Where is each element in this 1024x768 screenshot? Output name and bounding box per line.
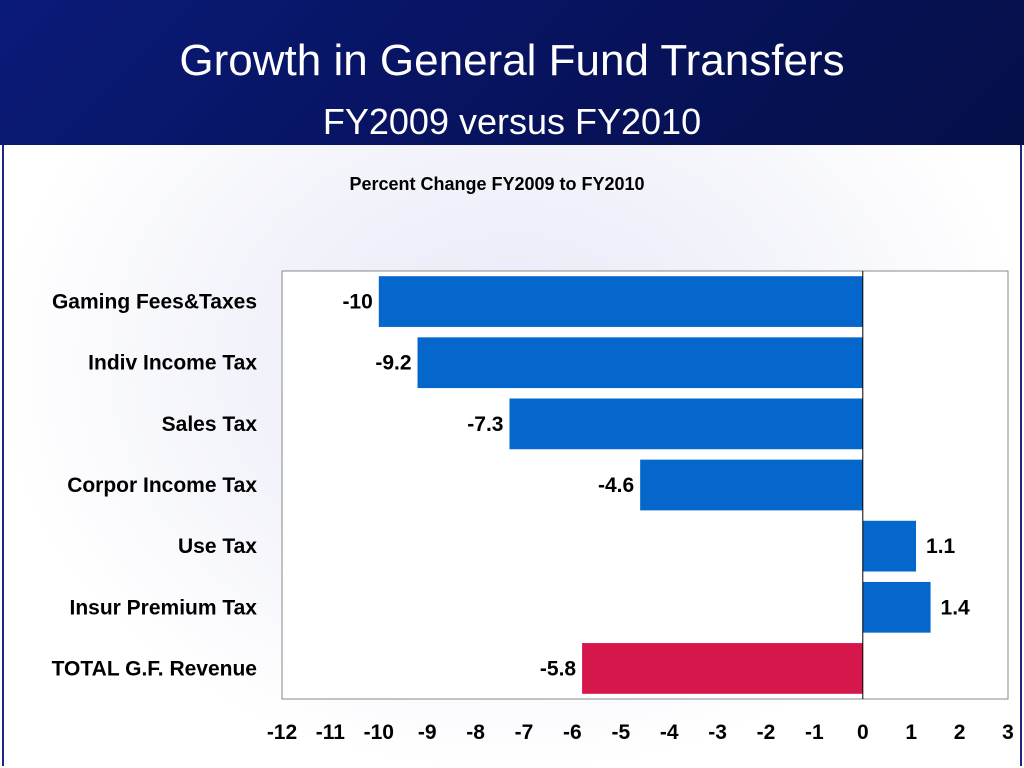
x-tick-label: -6 <box>563 721 582 744</box>
category-label: TOTAL G.F. Revenue <box>52 657 257 680</box>
x-tick-label: -5 <box>611 721 630 744</box>
x-tick-label: -9 <box>418 721 437 744</box>
bar <box>582 643 863 694</box>
value-label: -5.8 <box>540 657 577 680</box>
x-tick-label: -11 <box>316 721 346 744</box>
x-axis-ticks: -12 -11 -10 -9 -8 -7 -6 -5 -4 -3 -2 -1 0 1 2 3 <box>267 721 1014 744</box>
value-label: 1.1 <box>926 535 956 558</box>
category-label: Sales Tax <box>162 413 258 436</box>
bar <box>862 581 931 633</box>
value-labels: -10 -9.2 -7.3 -4.6 1.1 1.4 -5.8 <box>342 291 970 681</box>
slide-title: Growth in General Fund Transfers <box>179 36 845 85</box>
x-tick-label: -10 <box>364 721 394 744</box>
x-tick-label: -2 <box>757 721 776 744</box>
bar <box>509 398 863 450</box>
slide-subtitle: FY2009 versus FY2010 <box>322 101 702 142</box>
value-label: -10 <box>342 291 372 314</box>
x-tick-label: -4 <box>660 721 679 744</box>
category-label: Indiv Income Tax <box>88 352 257 375</box>
title-band <box>0 0 1024 145</box>
bar <box>862 520 917 572</box>
x-tick-label: 1 <box>905 721 917 744</box>
category-label: Corpor Income Tax <box>67 474 257 497</box>
value-label: -9.2 <box>375 352 411 375</box>
value-label: 1.4 <box>941 596 971 619</box>
bar <box>378 276 863 327</box>
x-tick-label: -12 <box>267 721 297 744</box>
category-label: Insur Premium Tax <box>69 596 257 619</box>
x-tick-label: -7 <box>515 721 534 744</box>
category-labels: Gaming Fees&Taxes Indiv Income Tax Sales T… <box>52 291 258 681</box>
value-label: -4.6 <box>598 474 634 497</box>
x-tick-label: -1 <box>805 721 824 744</box>
category-label: Use Tax <box>178 535 257 558</box>
x-tick-label: 3 <box>1002 721 1014 744</box>
x-tick-label: -3 <box>708 721 727 744</box>
chart-title: Percent Change FY2009 to FY2010 <box>349 174 644 194</box>
bar <box>640 459 863 511</box>
bars-group <box>378 276 931 694</box>
value-label: -7.3 <box>467 413 503 436</box>
x-tick-label: 2 <box>954 721 966 744</box>
x-tick-label: 0 <box>857 721 869 744</box>
bar <box>417 337 863 389</box>
category-label: Gaming Fees&Taxes <box>52 291 257 314</box>
x-tick-label: -8 <box>466 721 485 744</box>
